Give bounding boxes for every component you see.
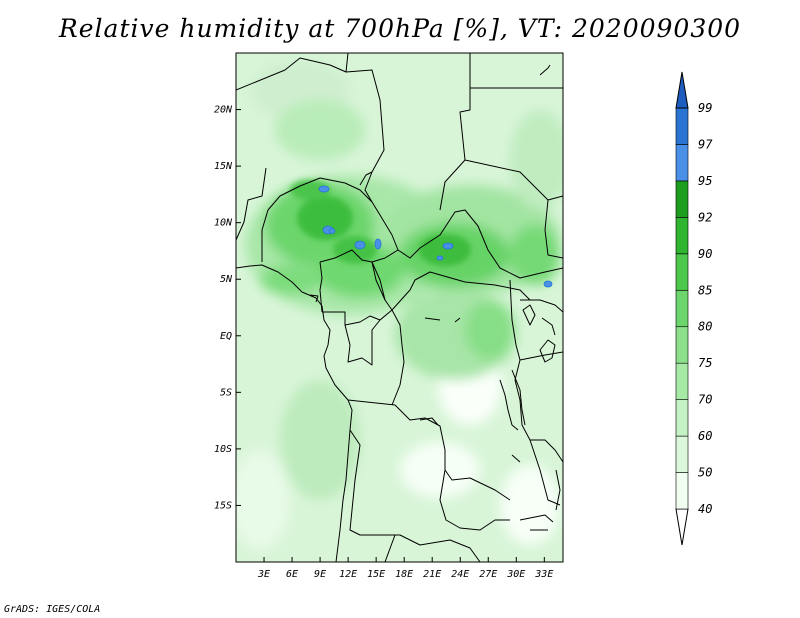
longitude-axis: 3E 6E 9E 12E 15E 18E 21E 24E 27E 30E 33E [257, 557, 553, 580]
lon-tick-label: 21E [423, 569, 441, 580]
lon-tick-label: 6E [286, 569, 298, 580]
colorbar-label: 75 [698, 356, 712, 370]
lat-tick-label: 5S [220, 387, 232, 398]
lon-tick-label: 3E [257, 569, 270, 580]
colorbar-segment [675, 289, 689, 328]
colorbar-label: 60 [698, 429, 712, 443]
colorbar-segment [675, 399, 689, 437]
lon-tick-label: 30E [506, 569, 525, 580]
colorbar: 40 50 60 70 75 80 85 90 92 95 97 99 [675, 71, 713, 546]
lat-tick-label: 5N [220, 274, 233, 285]
colorbar-label: 97 [698, 137, 713, 151]
colorbar-segment [675, 107, 689, 145]
colorbar-segment [675, 435, 689, 473]
latitude-axis: 20N 15N 10N 5N EQ 5S 10S 15S [214, 105, 241, 511]
colorbar-label: 80 [698, 320, 712, 334]
grads-credit: GrADS: IGES/COLA [4, 604, 101, 615]
lon-tick-label: 15E [367, 569, 385, 580]
lon-tick-label: 24E [451, 569, 469, 580]
colorbar-upper-arrow [675, 71, 689, 109]
lon-tick-label: 9E [314, 569, 326, 580]
lon-tick-label: 18E [395, 569, 413, 580]
lat-tick-label: 10S [214, 444, 232, 455]
colorbar-label: 99 [698, 101, 712, 115]
map-title: Relative humidity at 700hPa [%], VT: 202… [58, 14, 742, 43]
colorbar-segment [675, 144, 689, 182]
colorbar-segment [675, 326, 689, 364]
saturated-patches [318, 185, 553, 288]
lon-tick-label: 33E [534, 569, 553, 580]
colorbar-lower-arrow [675, 508, 689, 546]
colorbar-label: 90 [698, 247, 712, 261]
colorbar-label: 85 [698, 283, 712, 297]
lon-tick-label: 12E [339, 569, 357, 580]
lat-tick-label: 20N [214, 105, 233, 116]
lat-tick-label: 15S [214, 500, 232, 511]
colorbar-label: 95 [698, 174, 712, 188]
lat-tick-label: EQ [220, 331, 232, 342]
colorbar-label: 92 [698, 210, 712, 224]
colorbar-label: 50 [698, 466, 712, 480]
lat-tick-label: 10N [214, 218, 233, 229]
colorbar-segment [675, 472, 689, 510]
colorbar-segment [675, 253, 689, 291]
lon-tick-label: 27E [479, 569, 497, 580]
humidity-cores [290, 180, 471, 266]
colorbar-label: 70 [698, 393, 712, 407]
lat-tick-label: 15N [214, 161, 233, 172]
map-frame [235, 52, 564, 563]
humidity-field [236, 53, 563, 562]
colorbar-segment [675, 362, 689, 400]
colorbar-segment [675, 217, 689, 255]
colorbar-segment [675, 180, 689, 218]
country-borders [236, 53, 563, 562]
colorbar-label: 40 [698, 502, 712, 516]
